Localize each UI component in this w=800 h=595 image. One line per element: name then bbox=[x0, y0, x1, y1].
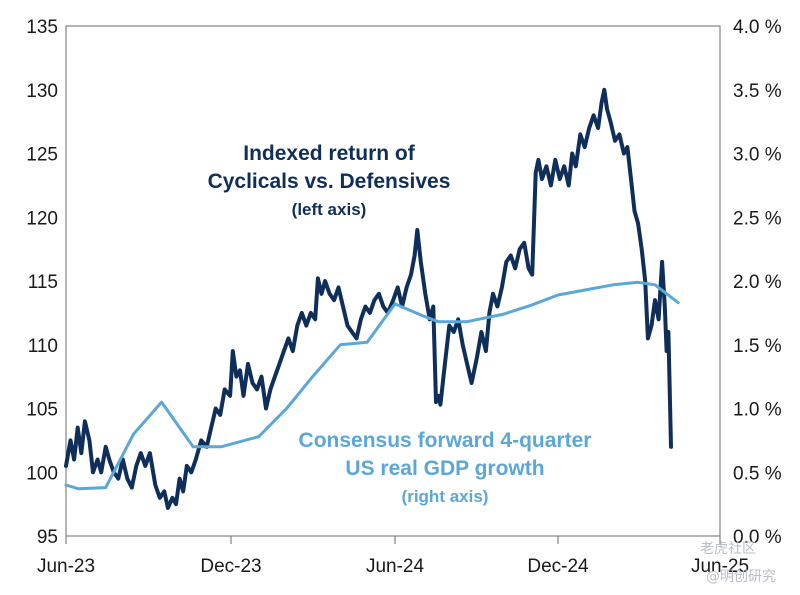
series-line-cyclicals-vs-defensives bbox=[64, 87, 673, 510]
right-axis-tick-label: 3.0 % bbox=[733, 145, 782, 166]
watermark-line2: @明创研究 bbox=[706, 569, 776, 585]
right-axis-tick-label: 0.0 % bbox=[733, 527, 782, 548]
left-axis-ticks: 95 100 105 110 115 120 125 130 135 bbox=[26, 17, 58, 548]
plot-frame bbox=[65, 25, 721, 537]
right-axis-tick-label: 1.5 % bbox=[733, 336, 782, 357]
right-axis-tick-label: 1.0 % bbox=[733, 400, 782, 421]
left-axis-tick-label: 130 bbox=[26, 81, 58, 102]
right-axis-tick-label: 2.5 % bbox=[733, 208, 782, 229]
watermark-line1: 老虎社区 bbox=[700, 541, 756, 557]
annotation-left-line2: Cyclicals vs. Defensives bbox=[208, 170, 451, 193]
annotation-right-line3: (right axis) bbox=[402, 487, 489, 506]
right-axis-ticks: 0.0 % 0.5 % 1.0 % 1.5 % 2.0 % 2.5 % 3.0 % 3.5 %… bbox=[733, 17, 782, 548]
annotation-left-line3: (left axis) bbox=[292, 200, 367, 219]
left-axis-tick-label: 95 bbox=[37, 527, 58, 548]
left-axis-tick-label: 100 bbox=[26, 463, 58, 484]
x-axis-tick-label: Jun-25 bbox=[691, 556, 749, 577]
watermark: 老虎社区 @明创研究 bbox=[700, 541, 776, 585]
x-axis-ticks: Jun-23 Dec-23 Jun-24 Dec-24 Jun-25 bbox=[37, 536, 749, 577]
annotation-right-line2: US real GDP growth bbox=[345, 457, 544, 480]
right-axis-tick-label: 4.0 % bbox=[733, 17, 782, 38]
x-axis-tick-label: Dec-23 bbox=[200, 556, 261, 577]
series-line-gdp-growth bbox=[64, 280, 680, 491]
left-axis-tick-label: 120 bbox=[26, 208, 58, 229]
right-axis-tick-label: 3.5 % bbox=[733, 81, 782, 102]
left-axis-tick-label: 110 bbox=[28, 336, 58, 357]
left-axis-tick-label: 135 bbox=[26, 17, 58, 38]
right-axis-tick-label: 0.5 % bbox=[733, 463, 782, 484]
annotation-left-line1: Indexed return of bbox=[243, 142, 416, 165]
right-axis-tick-label: 2.0 % bbox=[733, 272, 782, 293]
annotation-right-line1: Consensus forward 4-quarter bbox=[299, 429, 592, 452]
x-axis-tick-label: Dec-24 bbox=[527, 556, 589, 577]
x-axis-tick-label: Jun-24 bbox=[366, 556, 425, 577]
x-axis-tick-label: Jun-23 bbox=[37, 556, 95, 577]
left-axis-tick-label: 105 bbox=[26, 400, 58, 421]
left-axis-tick-label: 125 bbox=[26, 145, 58, 166]
left-axis-tick-label: 115 bbox=[28, 272, 58, 293]
